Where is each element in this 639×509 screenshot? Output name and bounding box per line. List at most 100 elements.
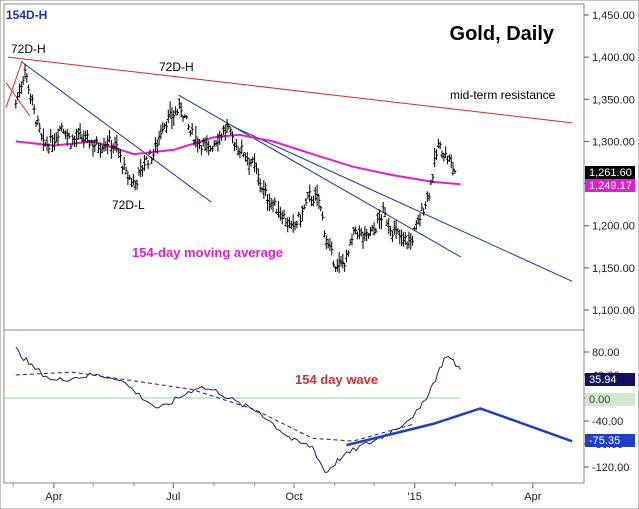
price-bar: [436, 138, 440, 149]
price-bar: [297, 211, 301, 218]
price-bar: [14, 99, 18, 109]
price-bar: [418, 213, 422, 227]
price-bar: [128, 175, 132, 181]
price-bar: [67, 132, 71, 140]
x-tick-label: Oct: [285, 491, 302, 503]
price-bar: [74, 128, 78, 148]
wave-value-box: [585, 373, 635, 386]
price-bar: [398, 229, 402, 245]
price-bar: [308, 184, 312, 203]
price-bar: [378, 209, 382, 229]
price-bar: [221, 125, 225, 136]
price-bar: [389, 225, 393, 237]
price-bar: [177, 98, 181, 109]
price-bar: [25, 72, 29, 83]
price-bar: [27, 84, 31, 95]
price-bar: [321, 211, 325, 221]
price-bar: [30, 94, 34, 106]
price-bar: [106, 135, 110, 155]
price-bar: [65, 128, 69, 146]
price-bar: [234, 138, 238, 150]
price-y-tick-label: 1,400.00: [592, 52, 635, 64]
labels-layer: Gold, Daily 154D-H 72D-H 72D-H 72D-L mid…: [6, 8, 556, 387]
price-bar: [348, 239, 352, 246]
price-bar: [38, 122, 42, 133]
price-bar: [49, 128, 53, 143]
early-high-mark: [5, 61, 23, 108]
price-bar: [108, 129, 112, 143]
price-bar: [150, 156, 154, 165]
price-bar: [32, 104, 36, 115]
price-bar: [124, 166, 128, 175]
price-bar: [385, 219, 389, 226]
x-tick-label: Apr: [45, 491, 62, 503]
price-value-label: 1,261.60: [589, 167, 632, 179]
wave-projection-line: [346, 407, 573, 447]
price-bar: [56, 128, 60, 146]
price-bar: [370, 224, 374, 232]
price-bar: [400, 229, 404, 247]
price-bar: [374, 227, 378, 234]
price-bar: [291, 214, 295, 233]
price-bar: [278, 206, 282, 221]
trendline-1: [20, 60, 212, 203]
price-y-tick-label: 1,300.00: [592, 136, 635, 148]
price-bar: [62, 128, 66, 134]
price-bar: [19, 81, 23, 94]
price-bar: [264, 182, 268, 196]
price-bar: [435, 149, 439, 161]
price-bar: [289, 220, 293, 230]
price-bar: [357, 225, 361, 240]
price-bar: [227, 124, 231, 130]
price-bar: [282, 209, 286, 220]
price-bar: [317, 194, 321, 210]
price-bar: [60, 122, 64, 132]
wave-dashed-line: [15, 371, 415, 442]
price-bar: [280, 210, 284, 225]
wave-value-label: 35.94: [589, 374, 617, 386]
price-bar: [332, 260, 336, 268]
price-bar: [401, 232, 405, 247]
price-bar: [175, 109, 179, 116]
price-bar: [63, 130, 67, 140]
projection-value-box: [585, 434, 635, 447]
price-y-tick-label: 1,150.00: [592, 263, 635, 275]
price-bar: [330, 241, 334, 256]
price-bars: [14, 63, 457, 274]
price-bar: [258, 178, 262, 193]
price-bar: [194, 125, 198, 148]
price-bar: [416, 214, 420, 225]
price-bar: [453, 169, 457, 175]
price-bar: [186, 123, 190, 131]
price-bar: [73, 135, 77, 147]
price-bar: [431, 174, 435, 183]
price-bar: [354, 226, 358, 235]
price-bar: [392, 220, 396, 235]
price-bar: [271, 199, 275, 213]
price-y-tick-label: 1,450.00: [592, 10, 635, 22]
value-boxes: 1,261.60 1,249.17 35.94 0.00 -75.35: [585, 166, 635, 447]
price-bar: [157, 131, 161, 146]
price-bar: [122, 156, 126, 170]
price-bar: [109, 140, 113, 159]
price-bar: [446, 155, 450, 165]
price-bar: [300, 205, 304, 222]
price-bar: [201, 138, 205, 147]
price-bar: [54, 132, 58, 144]
price-bar: [267, 193, 271, 212]
trendline-2: [178, 94, 461, 258]
price-bar: [183, 114, 187, 119]
price-bar: [286, 217, 290, 233]
price-bar: [288, 217, 292, 229]
price-bar: [306, 192, 310, 200]
price-bar: [344, 249, 348, 263]
price-bar: [423, 201, 427, 210]
price-bar: [155, 139, 159, 154]
price-bar: [324, 235, 328, 250]
price-bar: [133, 180, 137, 191]
annotation-mid-term-resistance: mid-term resistance: [450, 88, 556, 102]
price-bar: [214, 140, 218, 147]
price-bar: [387, 217, 391, 235]
annotation-154-day-wave: 154 day wave: [295, 372, 378, 387]
price-bar: [433, 147, 437, 168]
